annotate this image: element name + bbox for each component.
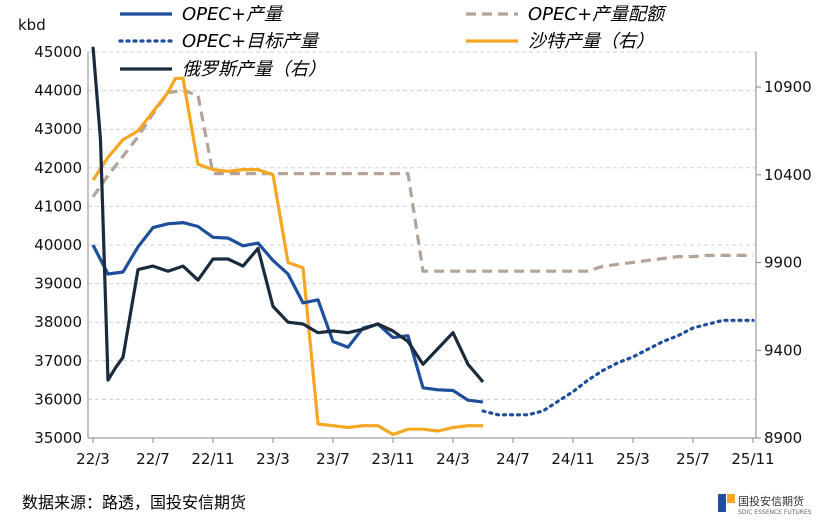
- series-layer: [91, 46, 755, 437]
- y-tick-right-label: 9400: [764, 341, 802, 359]
- axes: 35000 36000 37000 38000 39000 40000 41000 42000…: [34, 43, 811, 468]
- legend-label-opec-quota: OPEC+产量配额: [528, 4, 667, 25]
- brand-logo: 国投安信期货 SDIC ESSENCE FUTURES: [718, 494, 812, 516]
- x-tick-label: 22/11: [191, 450, 234, 468]
- x-tick-label: 22/7: [136, 450, 170, 468]
- legend: OPEC+产量 OPEC+产量配额 OPEC+目标产量 沙特产量（右） 俄罗斯产量（右）: [118, 4, 667, 80]
- legend-label-opec-output: OPEC+产量: [182, 4, 284, 25]
- brand-logo-accent: [727, 494, 735, 503]
- x-tick-label: 25/7: [676, 450, 710, 468]
- source-note: 数据来源：路透，国投安信期货: [22, 493, 246, 512]
- x-tick-label: 24/3: [436, 450, 470, 468]
- x-tick-label: 23/11: [371, 450, 414, 468]
- y-tick-left-label: 35000: [34, 429, 82, 447]
- y-tick-left-label: 42000: [34, 159, 82, 177]
- y-tick-left-label: 39000: [34, 275, 82, 293]
- legend-label-saudi-output: 沙特产量（右）: [528, 31, 654, 52]
- y-tick-right-label: 10400: [764, 166, 812, 184]
- brand-logo-mark: [718, 494, 726, 512]
- y-tick-left-label: 36000: [34, 390, 82, 408]
- y-tick-left-label: 38000: [34, 313, 82, 331]
- x-tick-label: 24/11: [551, 450, 594, 468]
- y-tick-right-label: 10900: [764, 78, 812, 96]
- series-line-opec-target: [481, 318, 755, 417]
- series-line-opec-output: [91, 221, 484, 404]
- brand-sub: SDIC ESSENCE FUTURES: [738, 509, 812, 516]
- y-tick-left-label: 41000: [34, 197, 82, 215]
- x-tick-label: 24/7: [496, 450, 530, 468]
- series-line-saudi-output: [91, 76, 483, 437]
- y-tick-left-label: 43000: [34, 120, 82, 138]
- legend-label-opec-target: OPEC+目标产量: [182, 31, 320, 52]
- grid: [88, 51, 756, 400]
- y-axis-unit: kbd: [18, 16, 46, 34]
- x-tick-label: 25/11: [731, 450, 774, 468]
- legend-label-russia-output: 俄罗斯产量（右）: [182, 59, 326, 80]
- y-tick-right-label: 8900: [764, 429, 802, 447]
- y-tick-left-label: 37000: [34, 352, 82, 370]
- y-tick-left-label: 40000: [34, 236, 82, 254]
- x-tick-label: 23/3: [256, 450, 290, 468]
- y-tick-right-label: 9900: [764, 254, 802, 272]
- series-line-russia-output: [91, 46, 485, 383]
- x-tick-label: 25/3: [616, 450, 650, 468]
- y-tick-left-label: 44000: [34, 82, 82, 100]
- series-line-opec-quota: [91, 88, 753, 273]
- brand-name: 国投安信期货: [738, 494, 804, 508]
- x-tick-label: 23/7: [316, 450, 350, 468]
- y-tick-left-label: 45000: [34, 43, 82, 61]
- x-tick-label: 22/3: [76, 450, 110, 468]
